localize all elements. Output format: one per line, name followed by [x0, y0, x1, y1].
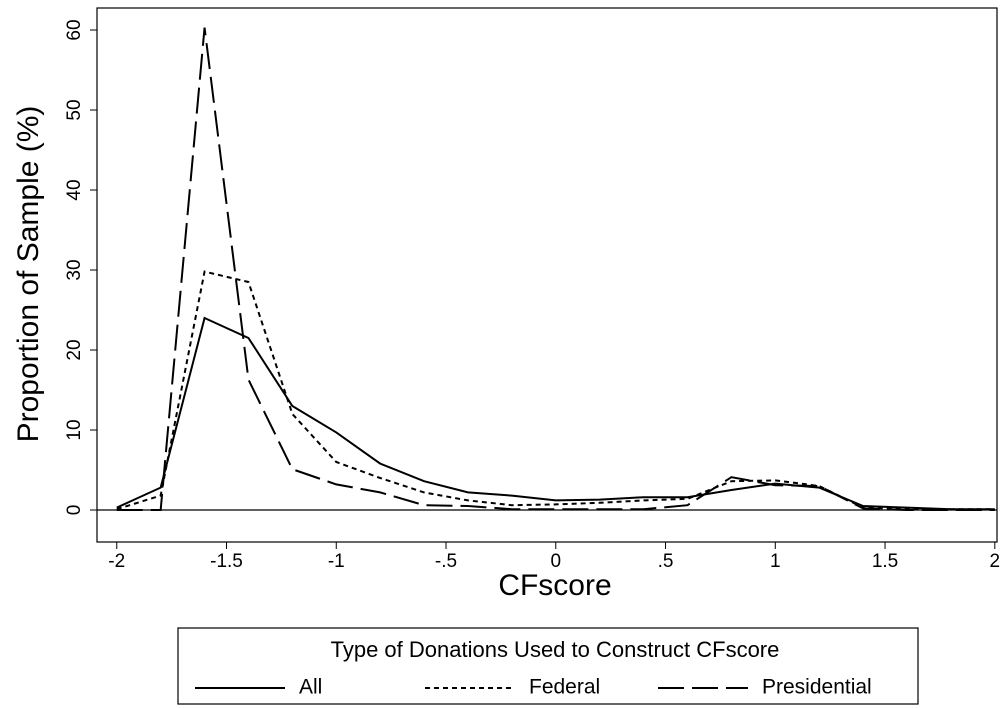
- y-axis-label: Proportion of Sample (%): [12, 106, 45, 443]
- legend-title: Type of Donations Used to Construct CFsc…: [331, 637, 780, 662]
- x-tick-label: .5: [658, 551, 674, 572]
- series-line: [116, 316, 995, 511]
- y-tick-label: 0: [64, 505, 85, 516]
- legend-label: Federal: [529, 676, 600, 699]
- series-line: [116, 270, 995, 511]
- legend-label: All: [299, 676, 322, 699]
- x-tick-label: 1.5: [872, 551, 898, 572]
- y-tick-label: 50: [64, 99, 85, 120]
- x-tick-label: 1: [770, 551, 781, 572]
- legend-box: [177, 627, 919, 705]
- x-tick-label: 2: [990, 551, 1001, 572]
- x-tick-label: -1: [328, 551, 345, 572]
- y-tick-label: 30: [64, 259, 85, 280]
- y-tick-label: 60: [64, 19, 85, 40]
- y-tick-label: 20: [64, 339, 85, 360]
- x-tick-label: -2: [108, 551, 125, 572]
- x-tick-label: -1.5: [210, 551, 243, 572]
- series-line: [116, 27, 995, 511]
- x-axis-label: CFscore: [498, 569, 611, 602]
- y-tick-label: 10: [64, 419, 85, 440]
- y-tick-label: 40: [64, 179, 85, 200]
- plot-frame: [96, 7, 998, 543]
- x-tick-label: 0: [550, 551, 561, 572]
- x-tick-label: -.5: [435, 551, 457, 572]
- legend-label: Presidential: [762, 676, 872, 699]
